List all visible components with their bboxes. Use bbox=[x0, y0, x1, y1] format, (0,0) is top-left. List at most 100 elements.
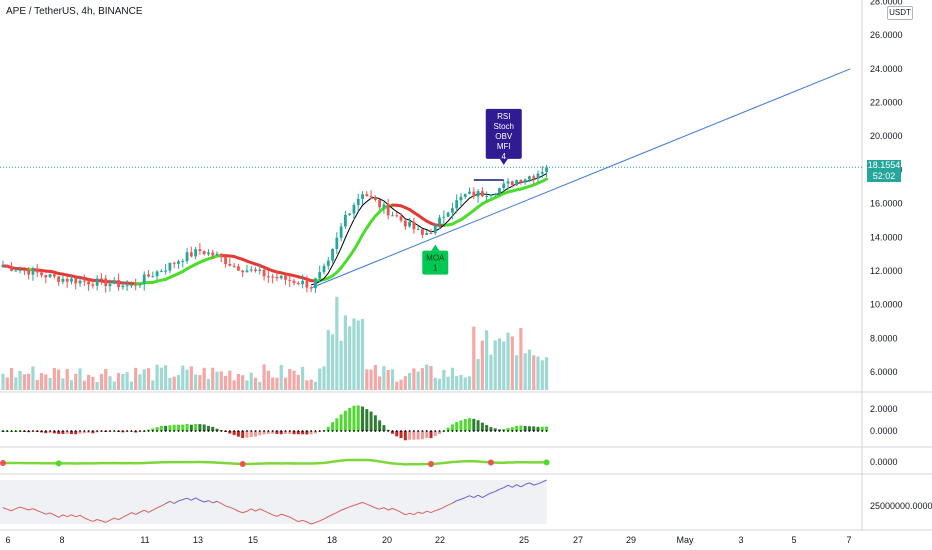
osc-zero-dot bbox=[228, 430, 231, 432]
obv-line-segment bbox=[37, 510, 42, 513]
osc-histogram-bar bbox=[390, 431, 394, 434]
time-tick-label: 25 bbox=[519, 535, 529, 545]
obv-line-segment bbox=[388, 507, 393, 511]
osc-zero-dot bbox=[430, 430, 432, 432]
volume-bar bbox=[527, 349, 532, 390]
volume-bar bbox=[14, 377, 18, 390]
obv-line-segment bbox=[507, 484, 513, 488]
candle-body bbox=[108, 283, 112, 286]
obv-line-segment bbox=[379, 507, 385, 510]
candle-body bbox=[198, 249, 202, 252]
obv-line-segment bbox=[422, 510, 427, 514]
volume-bar bbox=[228, 370, 232, 390]
volume-bar bbox=[403, 376, 407, 390]
candle-body bbox=[515, 180, 518, 186]
candle-body bbox=[211, 252, 215, 256]
volume-bar bbox=[343, 315, 347, 390]
volume-bar bbox=[459, 375, 463, 390]
signal-label-text: OBV bbox=[495, 132, 513, 141]
candle-body bbox=[284, 275, 287, 280]
osc-zero-dot bbox=[216, 430, 218, 432]
currency-badge[interactable]: USDT bbox=[887, 6, 913, 20]
candle-body bbox=[493, 193, 497, 195]
symbol-title: APE / TetherUS, 4h, BINANCE bbox=[6, 6, 143, 17]
obv-line-segment bbox=[537, 481, 543, 485]
obv-line-segment bbox=[465, 495, 470, 499]
obv-line-segment bbox=[66, 514, 72, 518]
candle-body bbox=[292, 280, 296, 284]
obv-line-segment bbox=[477, 494, 483, 498]
osc-histogram-bar bbox=[44, 431, 48, 434]
osc-zero-dot bbox=[301, 430, 304, 432]
obv-line-segment bbox=[71, 514, 76, 518]
osc-zero-dot bbox=[318, 430, 321, 432]
osc-zero-dot bbox=[79, 430, 81, 432]
osc-zero-dot bbox=[44, 430, 47, 432]
obv-line-segment bbox=[19, 506, 25, 509]
volume-bar bbox=[292, 370, 296, 390]
time-tick-label: 15 bbox=[248, 535, 258, 545]
signal-label-pointer bbox=[499, 158, 508, 165]
osc-zero-dot bbox=[147, 430, 150, 432]
volume-bar bbox=[9, 367, 14, 390]
obv-line-segment bbox=[58, 514, 64, 518]
candle-body bbox=[104, 278, 108, 286]
volume-bar bbox=[313, 381, 318, 390]
obv-line-segment bbox=[156, 505, 162, 509]
obv-line-segment bbox=[512, 484, 517, 488]
obv-line-segment bbox=[405, 512, 410, 516]
obv-line-segment bbox=[272, 514, 278, 517]
candle-body bbox=[472, 191, 476, 197]
osc-zero-dot bbox=[207, 430, 210, 432]
osc-zero-dot bbox=[263, 430, 265, 432]
osc-histogram-bar bbox=[228, 431, 232, 434]
obv-line-segment bbox=[315, 520, 320, 524]
osc-zero-dot bbox=[10, 430, 13, 432]
price-tick-label: 8.0000 bbox=[870, 333, 898, 343]
volume-bar bbox=[515, 355, 519, 390]
momentum-signal-dot bbox=[239, 461, 246, 468]
candle-body bbox=[309, 287, 313, 289]
candle-body bbox=[279, 275, 283, 279]
obv-line-segment bbox=[366, 503, 372, 507]
candle-body bbox=[498, 188, 501, 194]
candle-body bbox=[408, 221, 411, 227]
volume-bar bbox=[446, 376, 450, 390]
volume-bar bbox=[78, 368, 82, 390]
osc-zero-dot bbox=[91, 430, 94, 432]
obv-line-segment bbox=[105, 519, 111, 523]
price-tick-label: 14.0000 bbox=[870, 232, 903, 242]
volume-bar bbox=[215, 371, 219, 390]
candle-body bbox=[172, 262, 176, 264]
momentum-signal-dot bbox=[55, 460, 62, 467]
obv-line-segment bbox=[216, 500, 222, 504]
osc-zero-dot bbox=[23, 430, 26, 432]
osc-histogram-bar bbox=[69, 431, 73, 435]
volume-bar bbox=[442, 369, 446, 390]
osc-histogram-bar bbox=[275, 431, 279, 434]
obv-line-segment bbox=[139, 509, 145, 513]
obv-line-segment bbox=[144, 509, 149, 513]
osc-zero-dot bbox=[472, 430, 475, 432]
signal-label-text: RSI bbox=[497, 112, 510, 121]
osc-histogram-bar bbox=[378, 420, 382, 431]
osc-zero-dot bbox=[70, 430, 73, 432]
osc-zero-dot bbox=[237, 430, 240, 432]
osc-histogram-bar bbox=[420, 431, 424, 440]
osc-histogram-bar bbox=[425, 431, 429, 439]
obv-line-segment bbox=[268, 512, 273, 516]
osc-zero-dot bbox=[425, 430, 428, 432]
osc-histogram-bar bbox=[399, 431, 403, 439]
osc-histogram-bar bbox=[463, 419, 467, 431]
osc-zero-dot bbox=[220, 430, 223, 432]
osc-histogram-bar bbox=[523, 426, 527, 431]
osc-histogram-bar bbox=[309, 431, 313, 435]
candle-body bbox=[1, 266, 5, 268]
candle-body bbox=[237, 266, 240, 271]
ma-fast-line bbox=[311, 173, 547, 286]
momentum-signal-dot bbox=[487, 459, 494, 466]
osc-histogram-bar bbox=[339, 414, 343, 431]
volume-bar bbox=[506, 332, 510, 390]
volume-bar bbox=[360, 318, 365, 390]
